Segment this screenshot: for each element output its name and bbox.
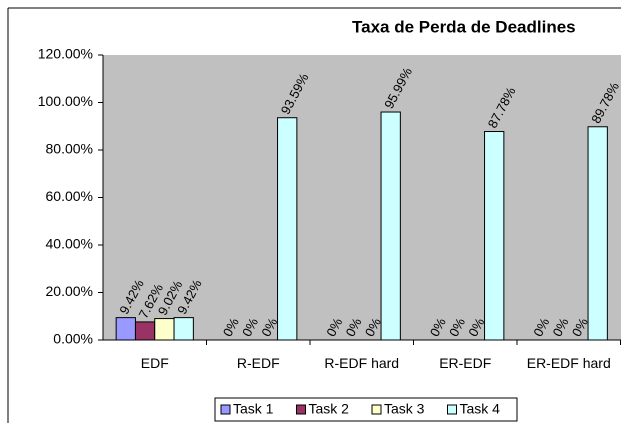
chart-title: Taxa de Perda de Deadlines [352,17,576,36]
y-tick-label: 100.00% [38,93,93,109]
bar [587,126,608,341]
y-tick-label: 120.00% [38,46,93,62]
legend-label: Task 1 [233,401,274,417]
legend-swatch [296,404,306,415]
y-tick-label: 80.00% [46,141,93,157]
bar [277,117,298,341]
legend-swatch [371,404,382,415]
x-tick-label: R-EDF hard [324,355,400,371]
bar [154,318,175,341]
bar [134,321,156,341]
bar [173,317,194,341]
x-tick-label: ER-EDF hard [526,355,611,371]
legend-label: Task 4 [460,401,501,417]
plot-area [103,55,621,340]
x-tick-label: R-EDF [236,355,280,371]
y-tick-label: 60.00% [46,188,93,204]
x-tick-label: ER-EDF [439,355,492,371]
legend-label: Task 2 [309,401,350,417]
legend-box [214,397,518,422]
legend-label: Task 3 [384,401,425,417]
bar [380,111,401,341]
legend-swatch [220,404,231,415]
x-tick-label: EDF [140,355,169,371]
bar [484,131,505,341]
legend-swatch [447,404,457,415]
y-tick-label: 40.00% [46,236,93,252]
y-tick-label: 0.00% [53,331,93,347]
y-tick-label: 20.00% [46,283,93,299]
bar [115,317,136,341]
